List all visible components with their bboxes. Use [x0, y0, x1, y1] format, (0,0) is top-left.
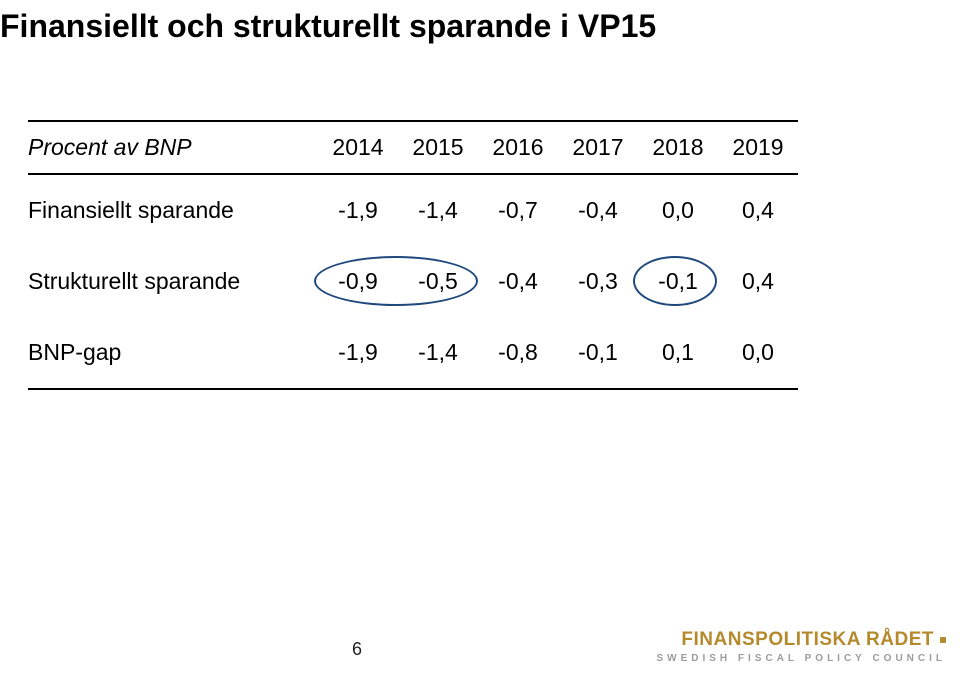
cell: -0,1	[638, 268, 718, 295]
table-row: Finansiellt sparande -1,9 -1,4 -0,7 -0,4…	[28, 175, 798, 246]
cell: -0,4	[478, 268, 558, 295]
page-title: Finansiellt och strukturellt sparande i …	[0, 8, 656, 45]
year-col: 2017	[558, 134, 638, 161]
cell: 0,4	[718, 268, 798, 295]
logo-sub-text: SWEDISH FISCAL POLICY COUNCIL	[656, 653, 946, 664]
cell: -0,9	[318, 268, 398, 295]
cell: -0,3	[558, 268, 638, 295]
year-col: 2019	[718, 134, 798, 161]
year-col: 2016	[478, 134, 558, 161]
header-label: Procent av BNP	[28, 134, 318, 161]
cell: -1,4	[398, 197, 478, 224]
year-col: 2018	[638, 134, 718, 161]
data-table: Procent av BNP 2014 2015 2016 2017 2018 …	[28, 120, 798, 390]
page-number: 6	[352, 639, 362, 660]
cell: -0,7	[478, 197, 558, 224]
cell: -0,1	[558, 339, 638, 366]
row-label: Finansiellt sparande	[28, 197, 318, 224]
cell: -0,4	[558, 197, 638, 224]
table-row: BNP-gap -1,9 -1,4 -0,8 -0,1 0,1 0,0	[28, 317, 798, 390]
table-row: Strukturellt sparande -0,9 -0,5 -0,4 -0,…	[28, 246, 798, 317]
row-label: Strukturellt sparande	[28, 268, 318, 295]
cell: -0,8	[478, 339, 558, 366]
row-label: BNP-gap	[28, 339, 318, 366]
cell: -1,9	[318, 339, 398, 366]
cell: 0,0	[718, 339, 798, 366]
logo-main-text: FINANSPOLITISKA RÅDET	[656, 629, 946, 651]
cell: -0,5	[398, 268, 478, 295]
logo-dot-icon	[940, 637, 946, 643]
cell: 0,4	[718, 197, 798, 224]
cell: 0,1	[638, 339, 718, 366]
table-header-row: Procent av BNP 2014 2015 2016 2017 2018 …	[28, 120, 798, 175]
year-col: 2014	[318, 134, 398, 161]
cell: -1,4	[398, 339, 478, 366]
cell: 0,0	[638, 197, 718, 224]
footer-logo: FINANSPOLITISKA RÅDET SWEDISH FISCAL POL…	[656, 629, 946, 664]
year-col: 2015	[398, 134, 478, 161]
cell: -1,9	[318, 197, 398, 224]
